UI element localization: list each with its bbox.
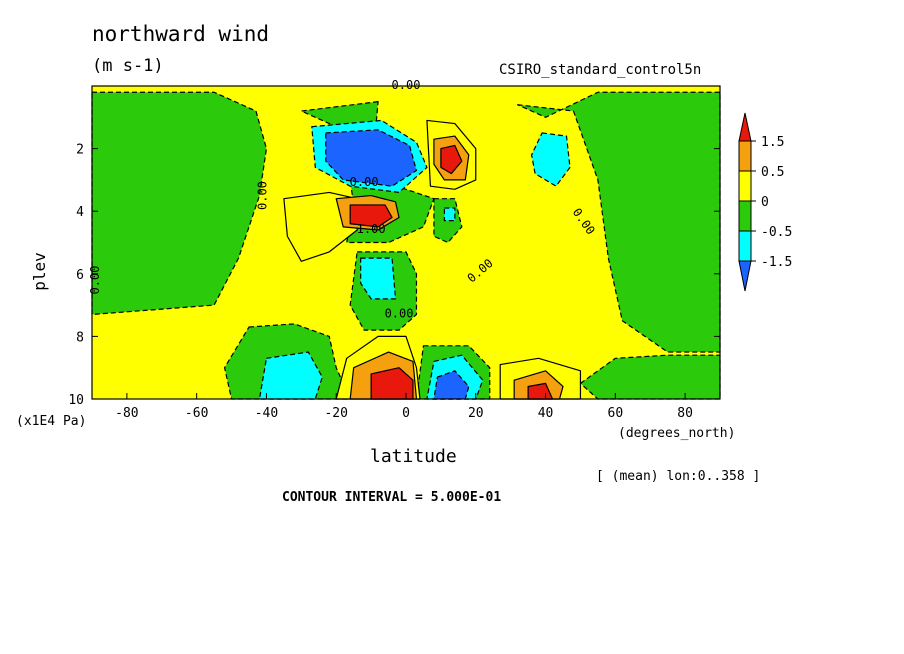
contour-region-20: [258, 351, 323, 400]
colorbar-label: -0.5: [761, 225, 792, 240]
contour-region-23: [325, 129, 418, 187]
x-tick-label: -60: [185, 406, 208, 421]
y-tick-label: 8: [76, 330, 84, 345]
y-tick-label: 6: [76, 268, 84, 283]
contour-label: 0.00: [385, 307, 414, 321]
colorbar-segment: [738, 230, 752, 262]
x-axis-label: latitude: [370, 446, 457, 467]
colorbar-label: 1.5: [761, 135, 784, 150]
colorbar-segment: [738, 170, 752, 202]
x-tick-label: 80: [677, 406, 693, 421]
contour-region-1: [91, 91, 268, 316]
contour-region-22: [443, 207, 456, 222]
colorbar-label: 0: [761, 195, 769, 210]
contour-label: 0.00: [255, 181, 269, 210]
contour-region-26: [440, 144, 463, 175]
x-tick-label: 60: [608, 406, 624, 421]
mean-label: [ (mean) lon:0..358 ]: [596, 469, 761, 484]
chart-title: northward wind: [92, 22, 270, 46]
contour-label: 0.00: [392, 78, 421, 92]
x-tick-label: -80: [115, 406, 138, 421]
x-tick-label: 40: [538, 406, 554, 421]
contour-label: 0.00: [88, 266, 102, 295]
colorbar-segment: [738, 140, 752, 172]
colorbar-label: 0.5: [761, 165, 784, 180]
contour-label: 0.00: [350, 175, 379, 189]
x-unit-label: (degrees_north): [618, 426, 736, 441]
units-label: (m s-1): [92, 56, 164, 76]
contour-region-2: [517, 91, 721, 353]
dataset-label: CSIRO_standard_control5n: [499, 62, 702, 78]
contour-label: 1.00: [357, 222, 386, 236]
contour-interval-label: CONTOUR INTERVAL = 5.000E-01: [282, 490, 502, 505]
y-tick-label: 4: [76, 205, 84, 220]
x-tick-label: -40: [255, 406, 278, 421]
contour-region-18: [530, 132, 571, 187]
y-tick-label: 10: [68, 393, 84, 408]
x-tick-label: 0: [402, 406, 410, 421]
y-tick-label: 2: [76, 143, 84, 158]
x-tick-label: -20: [324, 406, 347, 421]
colorbar-top-arrow: [738, 112, 752, 142]
contour-region-19: [360, 257, 397, 300]
contour-region-27: [370, 367, 414, 400]
y-unit-label: (x1E4 Pa): [16, 414, 87, 429]
colorbar-segment: [738, 200, 752, 232]
contour-region-24: [433, 370, 470, 400]
x-tick-label: 20: [468, 406, 484, 421]
colorbar-bottom-arrow: [738, 260, 752, 292]
contour-region-25: [349, 204, 393, 228]
colorbar-label: -1.5: [761, 255, 792, 270]
